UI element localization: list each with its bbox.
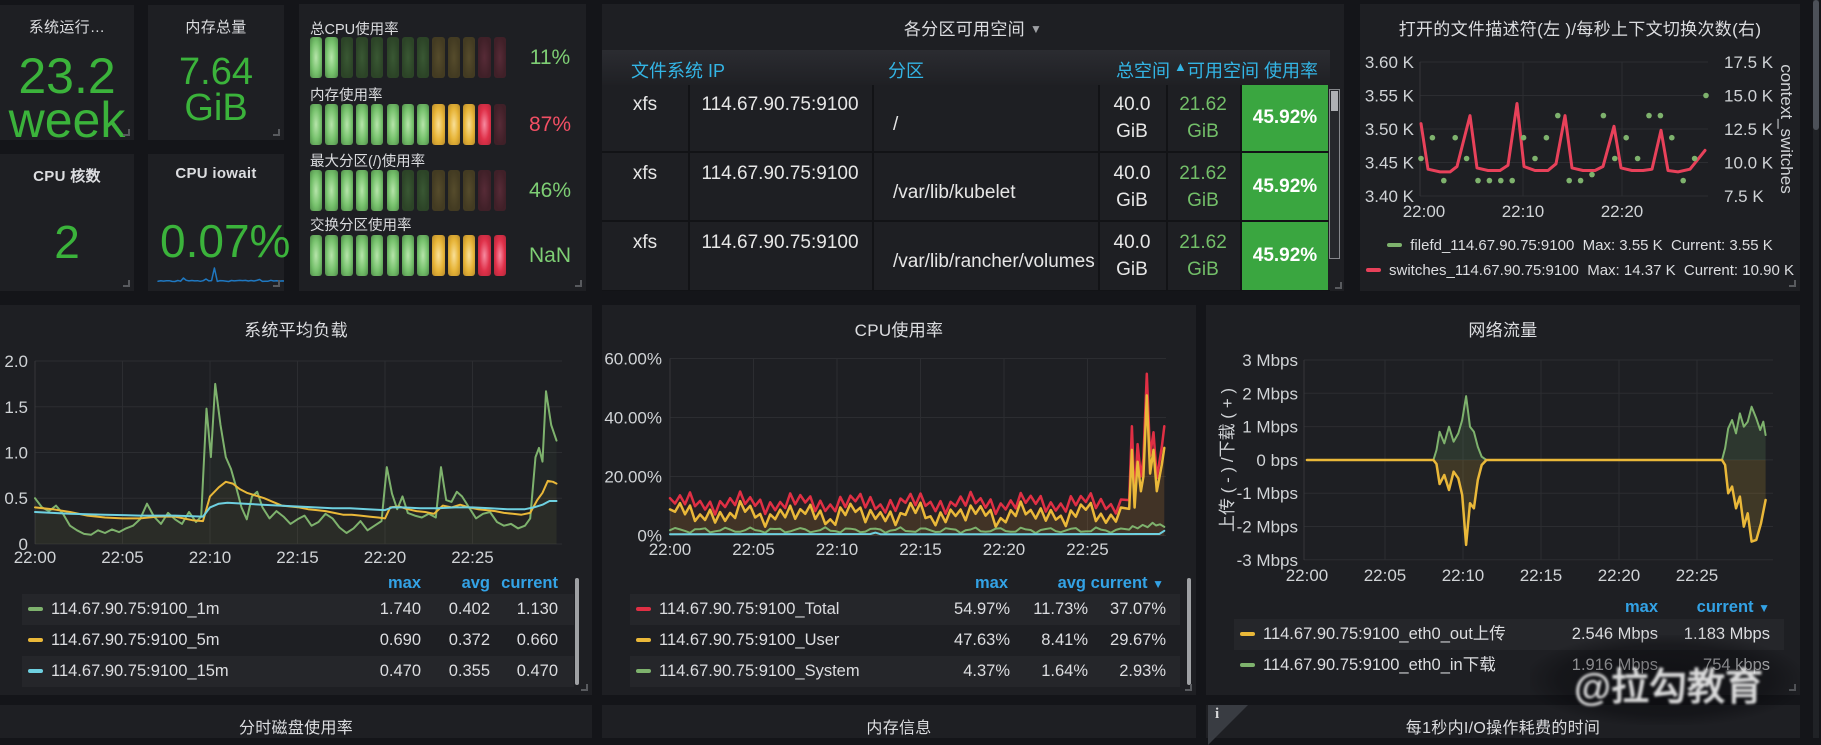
svg-text:2 Mbps: 2 Mbps (1242, 384, 1298, 403)
svg-text:22:00: 22:00 (1286, 566, 1329, 585)
svg-text:22:20: 22:20 (1601, 202, 1644, 221)
svg-text:3.50 K: 3.50 K (1365, 120, 1415, 139)
svg-text:3.45 K: 3.45 K (1365, 154, 1415, 173)
svg-text:context_switches: context_switches (1777, 64, 1796, 193)
svg-text:22:25: 22:25 (1066, 540, 1109, 559)
svg-text:-3 Mbps: -3 Mbps (1237, 551, 1298, 570)
svg-text:22:15: 22:15 (1520, 566, 1563, 585)
svg-text:0%: 0% (637, 527, 662, 546)
svg-text:22:20: 22:20 (983, 540, 1026, 559)
svg-text:0 bps: 0 bps (1256, 451, 1298, 470)
svg-text:0.5: 0.5 (4, 489, 28, 508)
svg-text:22:00: 22:00 (1403, 202, 1446, 221)
svg-text:2.0: 2.0 (4, 352, 28, 371)
svg-text:60.00%: 60.00% (604, 350, 662, 369)
svg-text:7.5 K: 7.5 K (1724, 187, 1764, 206)
svg-text:12.5 K: 12.5 K (1724, 120, 1774, 139)
svg-text:22:05: 22:05 (1364, 566, 1407, 585)
svg-text:3.40 K: 3.40 K (1365, 187, 1415, 206)
svg-text:1.5: 1.5 (4, 398, 28, 417)
svg-text:22:05: 22:05 (101, 548, 144, 567)
svg-text:0: 0 (19, 535, 28, 554)
svg-text:20.00%: 20.00% (604, 468, 662, 487)
svg-text:22:00: 22:00 (649, 540, 692, 559)
svg-text:17.5 K: 17.5 K (1724, 53, 1774, 72)
svg-text:22:10: 22:10 (1502, 202, 1545, 221)
svg-text:22:15: 22:15 (276, 548, 319, 567)
svg-text:-1 Mbps: -1 Mbps (1237, 484, 1298, 503)
svg-text:1 Mbps: 1 Mbps (1242, 418, 1298, 437)
svg-text:22:20: 22:20 (364, 548, 407, 567)
svg-text:22:25: 22:25 (1676, 566, 1719, 585)
svg-text:22:20: 22:20 (1598, 566, 1641, 585)
svg-text:15.0 K: 15.0 K (1724, 87, 1774, 106)
svg-text:10.0 K: 10.0 K (1724, 154, 1774, 173)
svg-text:22:10: 22:10 (1442, 566, 1485, 585)
svg-text:22:05: 22:05 (732, 540, 775, 559)
svg-text:22:15: 22:15 (899, 540, 942, 559)
svg-text:1.0: 1.0 (4, 444, 28, 463)
svg-text:40.00%: 40.00% (604, 409, 662, 428)
svg-text:22:25: 22:25 (451, 548, 494, 567)
svg-text:22:10: 22:10 (189, 548, 232, 567)
svg-text:-2 Mbps: -2 Mbps (1237, 518, 1298, 537)
svg-text:3 Mbps: 3 Mbps (1242, 351, 1298, 370)
svg-text:3.60 K: 3.60 K (1365, 53, 1415, 72)
svg-text:上传 ( - ) /下载 ( + ): 上传 ( - ) /下载 ( + ) (1218, 388, 1237, 532)
svg-text:3.55 K: 3.55 K (1365, 87, 1415, 106)
svg-text:22:10: 22:10 (816, 540, 859, 559)
svg-text:22:00: 22:00 (14, 548, 57, 567)
